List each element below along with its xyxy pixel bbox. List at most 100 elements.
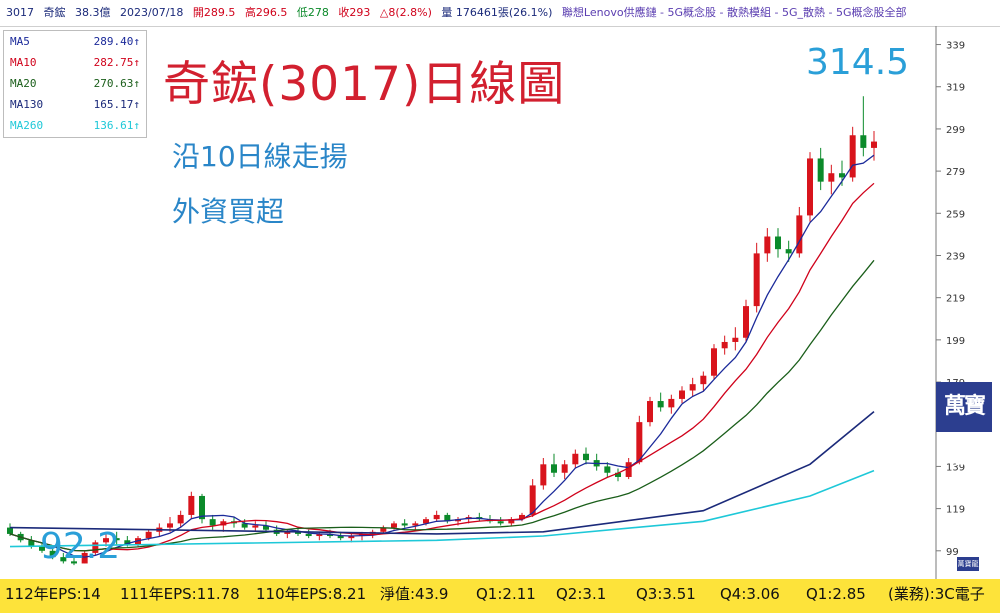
high-price: 高296.5 (244, 6, 288, 19)
candle-body (380, 527, 387, 532)
legend-ma10-value: 282.75↑ (93, 56, 140, 69)
candle-body (871, 141, 877, 148)
legend-ma5: MA5 289.40↑ (4, 31, 146, 52)
candle-body (785, 249, 792, 254)
candle-body (220, 521, 227, 526)
y-tick-label: 259 (946, 209, 965, 220)
legend-ma260-value: 136.61↑ (93, 119, 140, 132)
legend-ma260-label: MA260 (10, 119, 44, 132)
candle-body (145, 531, 152, 539)
candle (551, 453, 557, 477)
note-foreign-buying: 外資買超 (172, 195, 285, 228)
candle (593, 453, 600, 471)
candle-body (241, 523, 248, 528)
low-price: 低278 (296, 6, 329, 19)
y-tick-label: 279 (946, 167, 965, 178)
candles-layer (7, 96, 877, 566)
candle (252, 521, 259, 532)
fundamentals-bar: 112年EPS:14 111年EPS:11.78 110年EPS:8.21 淨值… (0, 579, 1000, 613)
candle-body (519, 514, 525, 520)
candle (657, 392, 664, 412)
candle (764, 228, 771, 262)
candle-body (860, 135, 867, 148)
candle (711, 344, 717, 380)
candle (497, 517, 504, 526)
candle-body (508, 519, 515, 524)
candle-body (657, 401, 664, 408)
candle (305, 529, 312, 539)
candle-body (263, 525, 269, 530)
candle-body (60, 557, 67, 562)
ma5-line (9, 154, 875, 558)
turnover-value: 38.3億 (75, 6, 111, 19)
candle-body (252, 525, 259, 528)
note-ma10-trend: 沿10日線走揚 (172, 140, 348, 173)
legend-ma260: MA260 136.61↑ (4, 115, 146, 136)
eps-q4: Q4:3.06 (720, 585, 780, 603)
candle (177, 510, 184, 528)
y-tick-label: 199 (946, 336, 965, 347)
y-tick-label: 339 (946, 41, 965, 52)
legend-ma10: MA10 282.75↑ (4, 52, 146, 73)
candle-body (401, 523, 408, 526)
candle-body (209, 519, 216, 526)
candle (860, 96, 867, 157)
eps-112: 112年EPS:14 (5, 585, 101, 603)
candle-body (615, 472, 621, 477)
ma20-line (9, 259, 875, 552)
candle-body (540, 464, 547, 486)
candle-body (124, 540, 131, 545)
candle-body (700, 375, 707, 385)
moving-average-lines (9, 154, 875, 558)
candle-body (71, 561, 77, 564)
candle-body (7, 527, 13, 534)
candle (796, 206, 803, 258)
candle (732, 327, 739, 351)
candle (753, 242, 760, 313)
candle-body (828, 173, 835, 182)
candle-body (647, 401, 653, 423)
candle-body (764, 236, 771, 254)
candle-body (807, 158, 813, 216)
y-tick-label: 299 (946, 125, 965, 136)
candle (209, 514, 216, 530)
candle-body (711, 348, 717, 376)
candle-body (497, 521, 504, 524)
candlestick-chart: 99119139159179199219239259279299319339 (7, 26, 965, 579)
candle (807, 152, 813, 222)
candle-body (433, 514, 440, 520)
candle-body (284, 531, 291, 534)
candle-body (113, 538, 120, 541)
candle (316, 531, 323, 541)
eps-q1-prev: Q1:2.11 (476, 585, 536, 603)
ma10-line (9, 182, 875, 552)
candle-body (49, 550, 56, 558)
candle (263, 521, 269, 532)
candle-body (849, 135, 856, 178)
candle (572, 449, 579, 469)
candle (60, 552, 67, 564)
candle (689, 377, 696, 397)
candle (401, 519, 408, 528)
candle-body (625, 462, 632, 477)
quote-header: 3017 奇鋐 38.3億 2023/07/18 開289.5 高296.5 低… (0, 0, 1000, 27)
stock-code: 3017 (6, 6, 34, 19)
candle (615, 468, 621, 482)
candle (700, 371, 707, 391)
candle (785, 240, 792, 262)
low-price-label: 92.2 (40, 526, 121, 567)
candle (220, 519, 227, 532)
candle-body (753, 253, 760, 307)
candle (679, 386, 685, 404)
quote-date: 2023/07/18 (120, 6, 184, 19)
candle (561, 460, 568, 480)
candle-body (529, 485, 536, 515)
brand-mini-logo: 萬寶龍 (957, 557, 979, 571)
candle (39, 542, 45, 553)
candle-body (103, 538, 109, 543)
legend-ma10-label: MA10 (10, 56, 37, 69)
candle-body (732, 337, 739, 342)
candle (721, 335, 728, 355)
eps-q3: Q3:3.51 (636, 585, 696, 603)
candle-body (668, 398, 675, 408)
